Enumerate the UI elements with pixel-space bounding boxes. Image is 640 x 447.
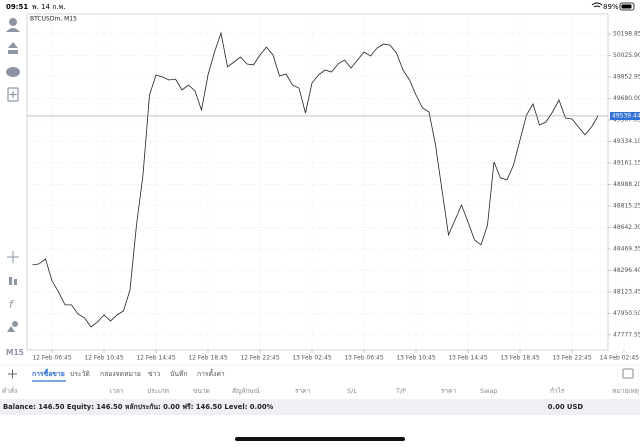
status-time: 09:51 (6, 3, 28, 11)
x-tick-label: 12 Feb 22:45 (240, 355, 280, 362)
add-tab-icon[interactable] (8, 369, 17, 379)
battery-icon (619, 2, 635, 11)
x-tick-label: 13 Feb 18:45 (500, 355, 540, 362)
home-indicator (235, 437, 405, 441)
y-tick-label: 47950.50 (613, 310, 640, 317)
trade-icon[interactable] (8, 42, 18, 54)
add-icon-plus[interactable] (9, 91, 17, 98)
account-icon[interactable] (9, 18, 17, 26)
column-header: Swap (480, 387, 498, 395)
table-header: คำสั่ง เวลา ประเภท ขนาด สัญลักษณ์ ราคา S/L T/P ร… (2, 386, 639, 395)
status-date: พ. 14 ก.พ. (32, 3, 66, 11)
tab[interactable]: กล่องจดหมาย (100, 370, 141, 378)
y-tick-label: 49852.95 (613, 74, 640, 81)
y-tick-label: 48815.25 (613, 202, 640, 209)
y-tick-label: 48469.35 (613, 245, 640, 252)
column-header: สัญลักษณ์ (232, 387, 260, 395)
y-tick-label: 48123.45 (613, 288, 640, 295)
chart-title: BTCUSDm, M15 (30, 16, 77, 23)
column-header: ประเภท (147, 387, 169, 395)
crosshair-icon[interactable] (7, 251, 19, 263)
chat-icon[interactable] (6, 67, 20, 77)
y-tick-label: 49334.10 (613, 138, 640, 145)
account-profit: 0.00 USD (548, 403, 584, 411)
tabs: การซื้อขาย ประวัติ กล่องจดหมาย ข่าว บันทึก กา… (32, 368, 225, 382)
y-tick-label: 48988.20 (613, 181, 640, 188)
column-header: ขนาด (193, 387, 210, 395)
objects-icon-2[interactable] (7, 326, 15, 332)
chart-marks (27, 31, 608, 328)
current-price-label: 49539.44 (612, 112, 640, 119)
timeframe[interactable]: M15 (6, 348, 24, 357)
column-header: ราคา (295, 387, 310, 395)
y-tick-label: 49161.15 (613, 159, 640, 166)
x-tick-label: 13 Feb 22:45 (552, 355, 592, 362)
price-line-series (32, 31, 599, 328)
y-tick-label: 48296.40 (613, 267, 640, 274)
y-tick-label: 50025.90 (613, 52, 640, 59)
chart-frame (26, 13, 609, 351)
column-header: T/P (395, 387, 406, 395)
indicator-icon[interactable]: f (9, 298, 15, 311)
x-tick-label: 13 Feb 06:45 (344, 355, 384, 362)
column-header: หมายเหตุ (612, 387, 639, 395)
candle-icon[interactable] (9, 277, 12, 285)
status-battery: 89% (603, 3, 619, 11)
chart-grid (27, 14, 625, 353)
y-tick-label: 50198.85 (613, 31, 640, 38)
add-icon[interactable] (7, 87, 19, 102)
x-tick-label: 13 Feb 14:45 (448, 355, 488, 362)
objects-icon[interactable] (12, 321, 18, 327)
toolbar: f (6, 18, 20, 332)
y-tick-label: 49680.00 (613, 95, 640, 102)
x-tick-label: 13 Feb 10:45 (396, 355, 436, 362)
column-header: ราคา (441, 387, 456, 395)
column-header: คำสั่ง (2, 386, 17, 395)
y-tick-label: 49507.05 (613, 116, 640, 123)
y-tick-label: 47777.55 (613, 331, 640, 338)
account-summary: Balance: 146.50 Equity: 146.50 หลักประกั… (3, 403, 274, 411)
column-header: กำไร (550, 387, 565, 395)
column-header: เวลา (110, 387, 124, 395)
x-tick-label: 12 Feb 14:45 (136, 355, 176, 362)
tab[interactable]: ประวัติ (70, 370, 90, 378)
x-tick-label: 14 Feb 02:45 (600, 355, 640, 362)
tab[interactable]: การซื้อขาย (32, 368, 65, 378)
x-tick-label: 12 Feb 06:45 (32, 355, 72, 362)
balance-row (0, 399, 640, 415)
x-tick-label: 13 Feb 02:45 (292, 355, 332, 362)
panel-icon[interactable] (622, 368, 634, 379)
column-header: S/L (347, 387, 357, 395)
candle-icon-2[interactable] (14, 279, 17, 285)
tab[interactable]: การตั้งค่า (197, 368, 225, 378)
x-tick-label: 12 Feb 18:45 (188, 355, 228, 362)
account-icon-body[interactable] (6, 28, 20, 32)
x-tick-label: 12 Feb 10:45 (84, 355, 124, 362)
battery-level (621, 4, 632, 9)
wifi-icon (591, 2, 603, 8)
tab[interactable]: ข่าว (148, 370, 160, 378)
current-price-box (610, 111, 640, 120)
y-tick-label: 48642.30 (613, 224, 640, 231)
tab[interactable]: บันทึก (170, 370, 188, 378)
